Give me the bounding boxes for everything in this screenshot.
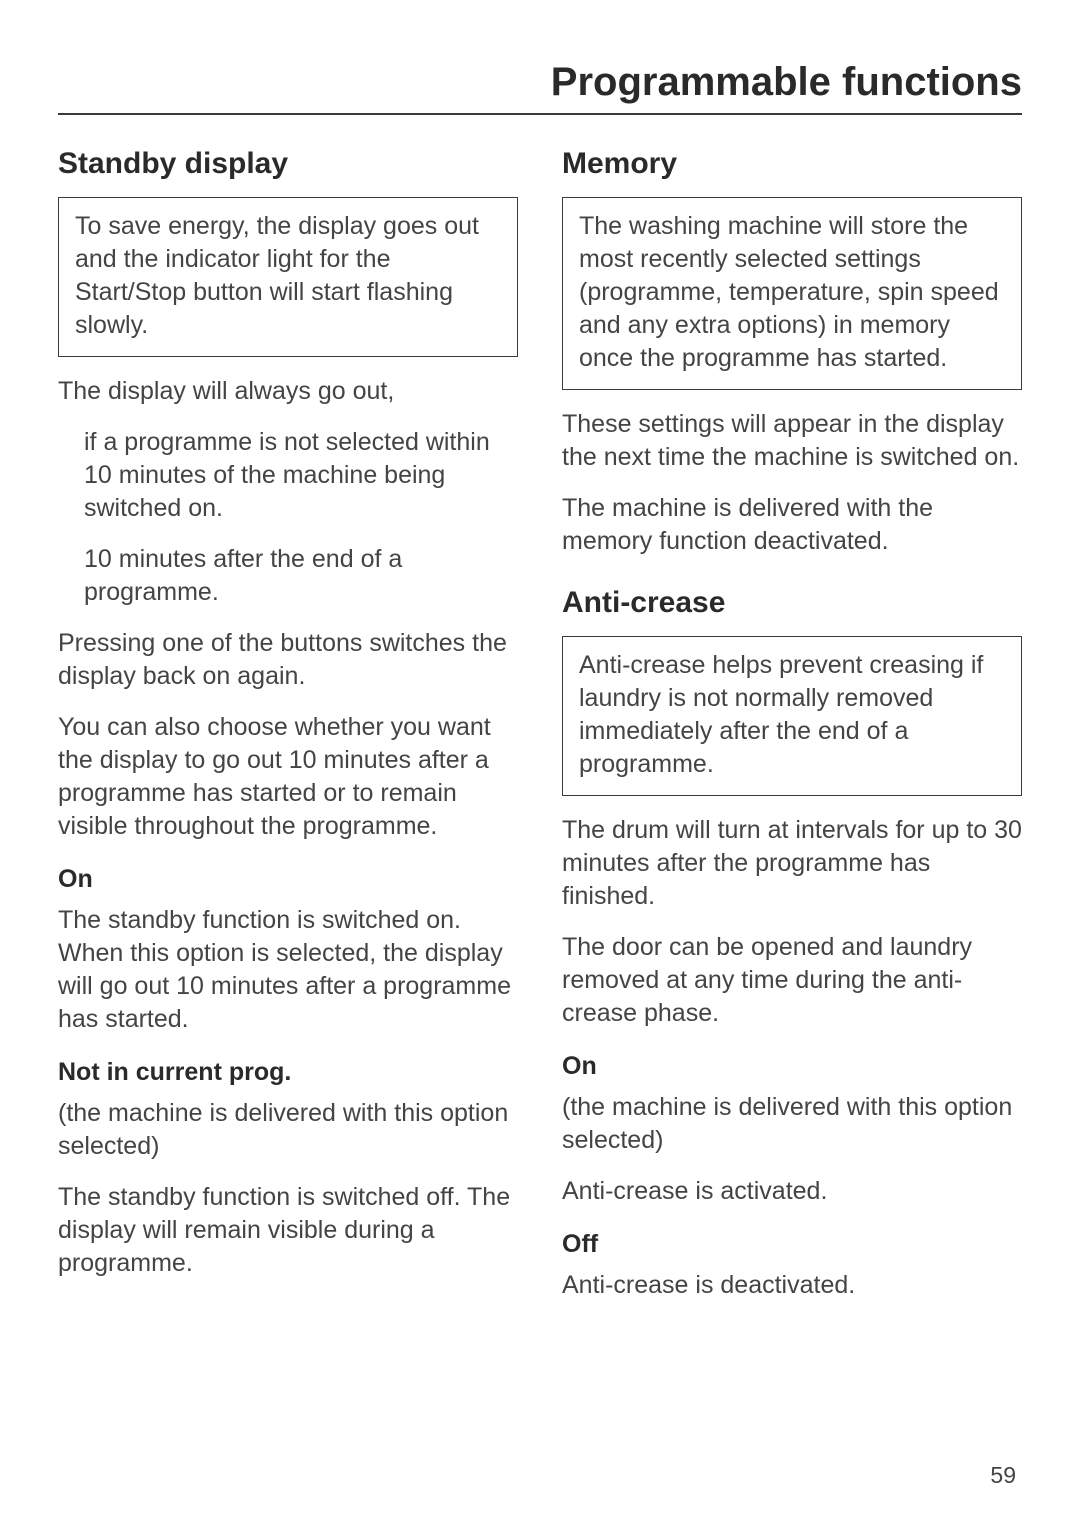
anticrease-off-heading: Off bbox=[562, 1230, 1022, 1259]
page-number: 59 bbox=[990, 1462, 1016, 1489]
page-title: Programmable functions bbox=[58, 60, 1022, 105]
anticrease-heading: Anti-crease bbox=[562, 586, 1022, 620]
standby-on-heading: On bbox=[58, 865, 518, 894]
content-columns: Standby display To save energy, the disp… bbox=[58, 147, 1022, 1320]
memory-info-box: The washing machine will store the most … bbox=[562, 197, 1022, 390]
memory-heading: Memory bbox=[562, 147, 1022, 181]
standby-nip-note: (the machine is delivered with this opti… bbox=[58, 1097, 518, 1163]
anticrease-on-para: Anti-crease is activated. bbox=[562, 1175, 1022, 1208]
standby-info-box: To save energy, the display goes out and… bbox=[58, 197, 518, 357]
standby-bullet1: if a programme is not selected within 10… bbox=[84, 426, 518, 525]
title-divider bbox=[58, 113, 1022, 115]
standby-nip-para: The standby function is switched off. Th… bbox=[58, 1181, 518, 1280]
standby-box-prefix: To save energy, the display goes out and… bbox=[75, 212, 479, 273]
anticrease-on-note: (the machine is delivered with this opti… bbox=[562, 1091, 1022, 1157]
anticrease-info-box: Anti-crease helps prevent creasing if la… bbox=[562, 636, 1022, 796]
standby-heading: Standby display bbox=[58, 147, 518, 181]
standby-on-para: The standby function is switched on. Whe… bbox=[58, 904, 518, 1036]
anticrease-on-heading: On bbox=[562, 1052, 1022, 1081]
right-column: Memory The washing machine will store th… bbox=[562, 147, 1022, 1320]
standby-box-em: Start/Stop bbox=[75, 278, 186, 306]
left-column: Standby display To save energy, the disp… bbox=[58, 147, 518, 1320]
anticrease-p2: The door can be opened and laundry remov… bbox=[562, 931, 1022, 1030]
memory-p1: These settings will appear in the displa… bbox=[562, 408, 1022, 474]
standby-p1: The display will always go out, bbox=[58, 375, 518, 408]
standby-nip-heading: Not in current prog. bbox=[58, 1058, 518, 1087]
anticrease-p1: The drum will turn at intervals for up t… bbox=[562, 814, 1022, 913]
anticrease-off-para: Anti-crease is deactivated. bbox=[562, 1269, 1022, 1302]
standby-p3: You can also choose whether you want the… bbox=[58, 711, 518, 843]
standby-bullet2: 10 minutes after the end of a programme. bbox=[84, 543, 518, 609]
memory-p2: The machine is delivered with the memory… bbox=[562, 492, 1022, 558]
standby-p2: Pressing one of the buttons switches the… bbox=[58, 627, 518, 693]
